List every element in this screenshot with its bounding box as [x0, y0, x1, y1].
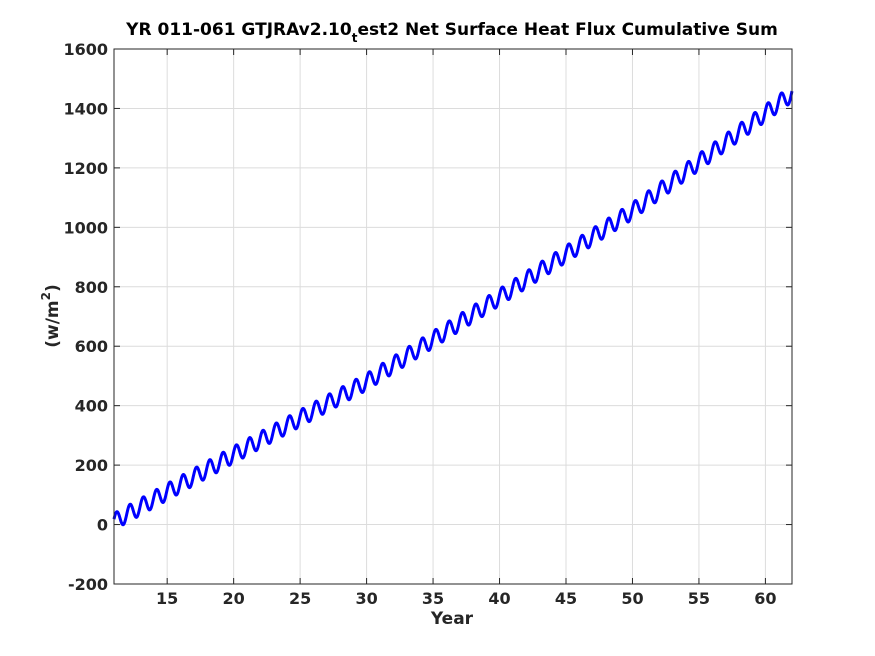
y-tick-label: 600 — [75, 337, 108, 356]
grid-lines — [114, 48, 792, 585]
y-tick-label: 400 — [75, 397, 108, 416]
x-axis-label: Year — [430, 609, 474, 629]
y-tick-label: 1600 — [63, 40, 108, 59]
x-tick-label: 25 — [289, 589, 311, 608]
title-rest: est2 Net Surface Heat Flux Cumulative Su… — [357, 20, 777, 40]
plot-frame — [113, 48, 793, 585]
title-subscript: t — [352, 31, 358, 45]
x-tick-label: 55 — [688, 589, 710, 608]
y-axis-label-base: (w/m — [43, 300, 63, 347]
y-axis-label: (w/m2) — [39, 284, 63, 348]
axis-ticks: 15 20 25 30 35 40 45 50 55 60 -200 0 200 400 600 800 100… — [63, 40, 792, 608]
x-tick-label: 45 — [555, 589, 577, 608]
x-tick-label: 15 — [156, 589, 178, 608]
x-tick-label: 60 — [754, 589, 776, 608]
y-tick-label: 0 — [97, 516, 108, 535]
y-tick-label: -200 — [68, 575, 108, 594]
x-tick-label: 30 — [355, 589, 377, 608]
title-main: YR 011-061 GTJRAv2.10 — [125, 20, 352, 40]
x-tick-label: 50 — [621, 589, 643, 608]
y-tick-label: 1200 — [63, 159, 108, 178]
series-line — [112, 90, 794, 527]
y-tick-label: 1400 — [63, 99, 108, 118]
y-axis-label-end: ) — [43, 284, 63, 292]
y-tick-label: 800 — [75, 278, 108, 297]
x-tick-label: 20 — [223, 589, 245, 608]
chart-title: YR 011-061 GTJRAv2.10test2 Net Surface H… — [125, 20, 778, 45]
x-tick-label: 35 — [422, 589, 444, 608]
y-tick-label: 200 — [75, 456, 108, 475]
y-axis-label-sup: 2 — [39, 292, 53, 300]
x-tick-label: 40 — [488, 589, 510, 608]
y-tick-label: 1000 — [63, 218, 108, 237]
